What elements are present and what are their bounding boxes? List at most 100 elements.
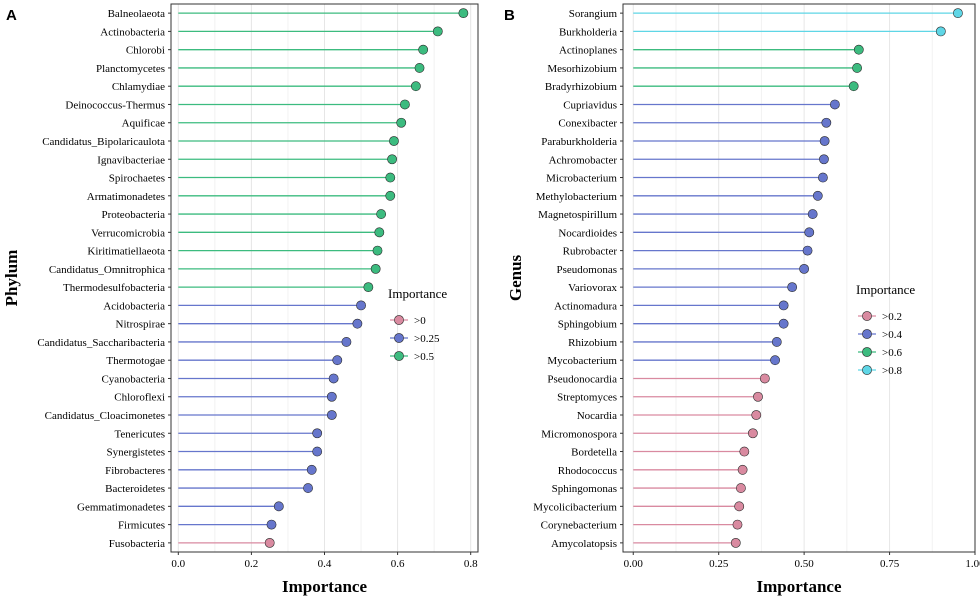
point-12 bbox=[804, 227, 815, 238]
point-18 bbox=[341, 337, 352, 347]
point-10 bbox=[385, 190, 396, 201]
category-label-28: Firmicutes bbox=[118, 520, 165, 532]
category-label-9: Spirochaetes bbox=[109, 173, 165, 185]
xtick-label-2: 0.4 bbox=[318, 558, 332, 570]
legend: Importance >0 >0.25 >0.5 bbox=[388, 286, 447, 363]
category-label-4: Chlamydiae bbox=[112, 81, 165, 93]
x-axis-title: Importance bbox=[282, 577, 367, 596]
legend-key-point-1 bbox=[394, 333, 404, 343]
category-label-5: Deinococcus-Thermus bbox=[65, 99, 165, 111]
point-2 bbox=[418, 44, 429, 55]
point-17 bbox=[778, 318, 789, 329]
category-label-0: Sorangium bbox=[569, 8, 618, 20]
category-label-17: Nitrospirae bbox=[116, 319, 166, 331]
legend-title: Importance bbox=[856, 282, 915, 297]
category-label-18: Candidatus_Saccharibacteria bbox=[37, 337, 165, 349]
category-label-20: Pseudonocardia bbox=[547, 373, 617, 385]
point-18 bbox=[771, 337, 782, 347]
point-9 bbox=[385, 172, 396, 183]
category-label-3: Mesorhizobium bbox=[547, 63, 617, 75]
panel-b-genus: Sorangium Burkholderia Actinoplanes Mesorhi… bbox=[504, 3, 980, 596]
category-label-11: Proteobacteria bbox=[101, 209, 165, 221]
category-label-2: Actinoplanes bbox=[559, 45, 617, 57]
point-1 bbox=[432, 26, 443, 37]
point-6 bbox=[821, 117, 832, 128]
category-label-5: Cupriavidus bbox=[563, 99, 617, 111]
point-1 bbox=[935, 26, 946, 37]
category-label-10: Methylobacterium bbox=[536, 191, 618, 203]
point-23 bbox=[312, 428, 323, 439]
category-label-19: Thermotogae bbox=[106, 355, 165, 367]
xtick-label-3: 0.75 bbox=[880, 558, 900, 570]
point-26 bbox=[303, 483, 313, 493]
category-label-15: Variovorax bbox=[568, 282, 617, 294]
category-label-26: Sphingomonas bbox=[552, 483, 617, 495]
xtick-label-1: 0.25 bbox=[709, 558, 729, 570]
category-label-17: Sphingobium bbox=[558, 319, 618, 331]
category-label-6: Conexibacter bbox=[558, 118, 617, 130]
point-2 bbox=[853, 44, 864, 55]
point-26 bbox=[736, 483, 746, 493]
category-label-11: Magnetospirillum bbox=[538, 209, 617, 221]
point-15 bbox=[363, 282, 374, 293]
category-label-21: Chloroflexi bbox=[114, 392, 165, 404]
category-label-23: Tenericutes bbox=[114, 428, 165, 440]
category-label-24: Synergistetes bbox=[107, 447, 165, 459]
point-16 bbox=[356, 300, 366, 311]
point-3 bbox=[852, 63, 862, 73]
plot-border bbox=[622, 3, 976, 553]
category-label-29: Fusobacteria bbox=[109, 538, 165, 550]
point-7 bbox=[389, 136, 399, 146]
category-label-20: Cyanobacteria bbox=[101, 373, 165, 385]
category-label-1: Burkholderia bbox=[559, 26, 617, 38]
point-16 bbox=[778, 300, 789, 311]
category-label-21: Streptomyces bbox=[557, 392, 617, 404]
legend: Importance >0.2 >0.4 >0.6 >0.8 bbox=[856, 282, 915, 377]
xtick-label-0: 0.0 bbox=[171, 558, 185, 570]
category-label-25: Rhodococcus bbox=[558, 465, 617, 477]
point-14 bbox=[370, 263, 381, 274]
point-12 bbox=[374, 227, 385, 238]
point-6 bbox=[396, 117, 407, 128]
point-24 bbox=[312, 446, 323, 457]
category-label-27: Gemmatimonadetes bbox=[77, 501, 165, 513]
category-label-14: Pseudomonas bbox=[557, 264, 618, 276]
x-axis-title: Importance bbox=[757, 577, 842, 596]
category-label-7: Candidatus_Bipolaricaulota bbox=[42, 136, 165, 148]
legend-label-1: >0.4 bbox=[882, 329, 902, 341]
point-10 bbox=[812, 190, 823, 201]
category-label-22: Candidatus_Cloacimonetes bbox=[45, 410, 165, 422]
point-8 bbox=[819, 154, 829, 165]
plot-area bbox=[623, 4, 975, 552]
xtick-label-4: 1.00 bbox=[965, 558, 980, 570]
category-label-24: Bordetella bbox=[571, 447, 617, 459]
point-19 bbox=[770, 355, 780, 366]
point-20 bbox=[328, 373, 339, 384]
category-label-4: Bradyrhizobium bbox=[545, 81, 618, 93]
point-9 bbox=[818, 172, 828, 183]
category-label-28: Corynebacterium bbox=[541, 520, 618, 532]
point-0 bbox=[458, 8, 469, 19]
legend-key-point-1 bbox=[862, 329, 872, 339]
legend-label-3: >0.8 bbox=[882, 365, 902, 377]
category-label-1: Actinobacteria bbox=[100, 26, 165, 38]
xtick-label-2: 0.50 bbox=[795, 558, 815, 570]
legend-title: Importance bbox=[388, 286, 447, 301]
legend-label-0: >0 bbox=[414, 315, 426, 327]
point-17 bbox=[352, 318, 363, 329]
category-label-10: Armatimonadetes bbox=[87, 191, 165, 203]
category-label-9: Microbacterium bbox=[546, 173, 617, 185]
category-label-16: Acidobacteria bbox=[103, 300, 165, 312]
category-label-8: Ignavibacteriae bbox=[97, 154, 165, 166]
category-label-15: Thermodesulfobacteria bbox=[63, 282, 165, 294]
point-21 bbox=[753, 391, 763, 402]
category-label-29: Amycolatopsis bbox=[551, 538, 617, 550]
point-28 bbox=[266, 519, 277, 530]
legend-label-1: >0.25 bbox=[414, 333, 440, 345]
category-label-0: Balneolaeota bbox=[108, 8, 166, 20]
category-label-14: Candidatus_Omnitrophica bbox=[49, 264, 165, 276]
y-axis-title: Genus bbox=[506, 254, 525, 301]
point-29 bbox=[264, 537, 275, 548]
point-11 bbox=[807, 209, 818, 219]
